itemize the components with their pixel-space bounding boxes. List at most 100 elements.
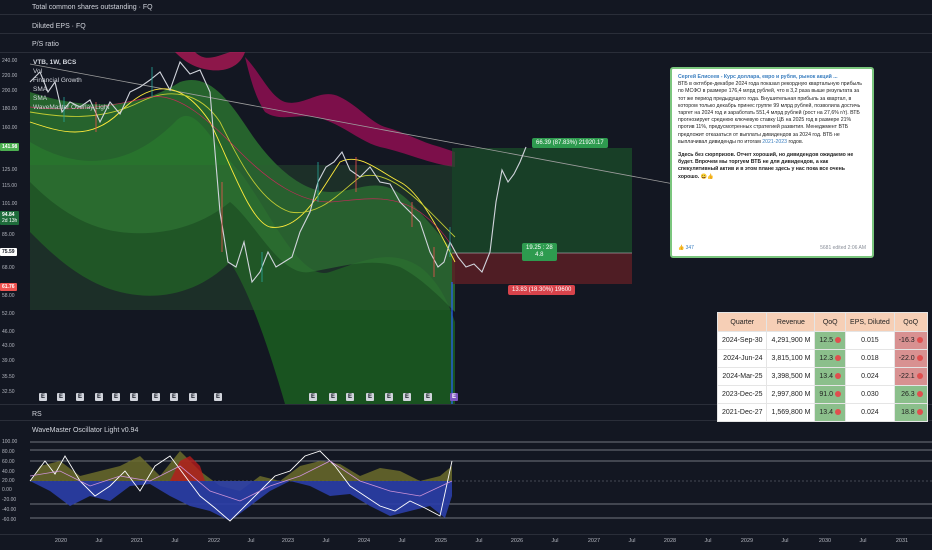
earnings-marker[interactable]: E xyxy=(170,393,178,401)
post-reaction[interactable]: 👍 347 xyxy=(678,244,694,251)
price-chart[interactable] xyxy=(0,52,932,404)
pane-separator[interactable] xyxy=(0,534,932,535)
smile-icon xyxy=(916,409,923,416)
legend-sma[interactable]: SMA xyxy=(33,86,48,93)
time-axis-label: 2020 xyxy=(54,538,68,544)
cell-qoq: 13.4 xyxy=(814,403,847,422)
osc-axis-label: 40.00 xyxy=(2,469,15,475)
time-axis-label: Jul xyxy=(322,538,330,544)
earnings-marker[interactable]: E xyxy=(346,393,354,401)
col-header-quarter: Quarter xyxy=(716,312,768,332)
cell-eps-qoq: 26.3 xyxy=(893,385,928,404)
time-axis-label: Jul xyxy=(398,538,406,544)
price-axis-label: 240.00 xyxy=(2,58,18,64)
cell-revenue: 2,997,800 M xyxy=(766,385,816,404)
cell-quarter: 2021-Dec-27 xyxy=(716,403,768,422)
earnings-marker[interactable]: E xyxy=(189,393,197,401)
col-header-eps-qoq: QoQ xyxy=(893,312,928,332)
table-row: 2024-Sep-30 4,291,900 M 12.5 0.015 -16.3 xyxy=(716,331,928,350)
cell-qoq-value: 13.4 xyxy=(819,409,834,416)
price-axis-label: 35.50 xyxy=(2,374,15,380)
legend-symbol[interactable]: VTB, 1W, BCS xyxy=(33,59,77,66)
col-header-qoq: QoQ xyxy=(814,312,847,332)
oscillator-pane-title[interactable]: WaveMaster Oscillator Light v0.94 xyxy=(32,427,139,434)
legend-sma[interactable]: SMA xyxy=(33,95,48,102)
pane-separator[interactable] xyxy=(0,52,932,53)
ps-pane-title[interactable]: P/S ratio xyxy=(32,41,59,48)
time-axis-label: Jul xyxy=(704,538,712,544)
cell-qoq: 91.0 xyxy=(814,385,847,404)
eps-pane-title[interactable]: Diluted EPS · FQ xyxy=(32,23,86,30)
time-axis-label: 2029 xyxy=(740,538,754,544)
table-row: 2024-Jun-24 3,815,100 M 12.3 0.018 -22.0 xyxy=(716,349,928,368)
post-footer: 👍 347 5681 edited 2:06 AM xyxy=(678,245,866,252)
earnings-marker[interactable]: E xyxy=(152,393,160,401)
price-axis-label: 101.00 xyxy=(2,201,18,207)
earnings-marker[interactable]: E xyxy=(39,393,47,401)
time-axis-label: Jul xyxy=(475,538,483,544)
earnings-marker[interactable]: E xyxy=(385,393,393,401)
cell-quarter: 2024-Sep-30 xyxy=(716,331,768,350)
cell-qoq-value: 91.0 xyxy=(819,391,834,398)
earnings-marker[interactable]: E xyxy=(130,393,138,401)
sma-yellow xyxy=(29,88,456,263)
pane-separator[interactable] xyxy=(0,33,932,34)
time-axis-label: 2030 xyxy=(818,538,832,544)
earnings-marker[interactable]: E xyxy=(214,393,222,401)
price-axis-label: 32.50 xyxy=(2,389,15,395)
cell-qoq-value: 12.3 xyxy=(819,355,834,362)
earnings-marker[interactable]: E xyxy=(57,393,65,401)
osc-axis-label: 0.00 xyxy=(2,487,12,493)
earnings-marker[interactable]: E xyxy=(309,393,317,401)
wave-red-band-top xyxy=(175,52,245,71)
chart-legend[interactable]: VTB, 1W, BCS Vol Financial Growth SMA SM… xyxy=(33,58,109,112)
cell-revenue: 4,291,900 M xyxy=(766,331,816,350)
earnings-marker[interactable]: E xyxy=(95,393,103,401)
shares-pane-title[interactable]: Total common shares outstanding · FQ xyxy=(32,4,153,11)
sad-icon xyxy=(916,355,923,362)
cell-qoq-value: 12.5 xyxy=(819,337,834,344)
earnings-marker[interactable]: E xyxy=(424,393,432,401)
legend-vol[interactable]: Vol xyxy=(33,68,43,75)
osc-axis-label: -20.00 xyxy=(2,497,17,503)
post-years-link[interactable]: 2021-2023 xyxy=(762,138,788,145)
earnings-marker-upcoming[interactable]: E xyxy=(450,393,458,401)
cell-eps: 0.015 xyxy=(845,331,895,350)
price-axis-label: 160.00 xyxy=(2,125,18,131)
earnings-marker[interactable]: E xyxy=(329,393,337,401)
current-price-value: 94.84 xyxy=(2,212,15,218)
target-tag[interactable]: 66.39 (87.83%) 21920.17 xyxy=(532,138,608,148)
news-post-card[interactable]: Сергей Елисеев - Курс доллара, евро и ру… xyxy=(670,67,874,258)
earnings-marker[interactable]: E xyxy=(112,393,120,401)
col-header-eps: EPS, Diluted xyxy=(845,312,895,332)
legend-financial-growth[interactable]: Financial Growth xyxy=(33,77,82,84)
pane-separator[interactable] xyxy=(0,14,932,15)
earnings-marker[interactable]: E xyxy=(366,393,374,401)
time-axis-label: 2022 xyxy=(207,538,221,544)
cell-revenue: 3,398,500 M xyxy=(766,367,816,386)
risk-reward-tag[interactable]: 19.25 : 28 4.8 xyxy=(522,243,557,261)
earnings-marker[interactable]: E xyxy=(403,393,411,401)
earnings-marker[interactable]: E xyxy=(76,393,84,401)
price-axis-label: 58.00 xyxy=(2,293,15,299)
pane-separator[interactable] xyxy=(0,420,932,421)
osc-blue-area xyxy=(30,481,452,521)
post-author[interactable]: Сергей Елисеев - Курс доллара, евро и ру… xyxy=(678,74,838,80)
smile-icon xyxy=(835,337,842,344)
price-axis-label: 52.00 xyxy=(2,311,15,317)
price-axis-label: 68.00 xyxy=(2,265,15,271)
pane-separator[interactable] xyxy=(0,404,932,405)
oscillator-chart[interactable] xyxy=(0,436,932,534)
cell-eps-qoq: -22.1 xyxy=(893,367,928,386)
price-axis-label: 200.00 xyxy=(2,88,18,94)
legend-wavemaster[interactable]: WaveMaster Overlay Light xyxy=(33,104,110,111)
sma-pink xyxy=(29,96,456,253)
price-axis-label: 85.00 xyxy=(2,232,15,238)
rs-pane-title[interactable]: RS xyxy=(32,411,42,418)
cell-qoq-value: 13.4 xyxy=(819,373,834,380)
smile-icon xyxy=(835,373,842,380)
cell-eps-qoq-value: -22.1 xyxy=(898,373,915,380)
time-axis-label: 2028 xyxy=(663,538,677,544)
stop-tag[interactable]: 13.83 (18.30%) 19600 xyxy=(508,285,576,295)
time-axis-label: 2023 xyxy=(281,538,295,544)
